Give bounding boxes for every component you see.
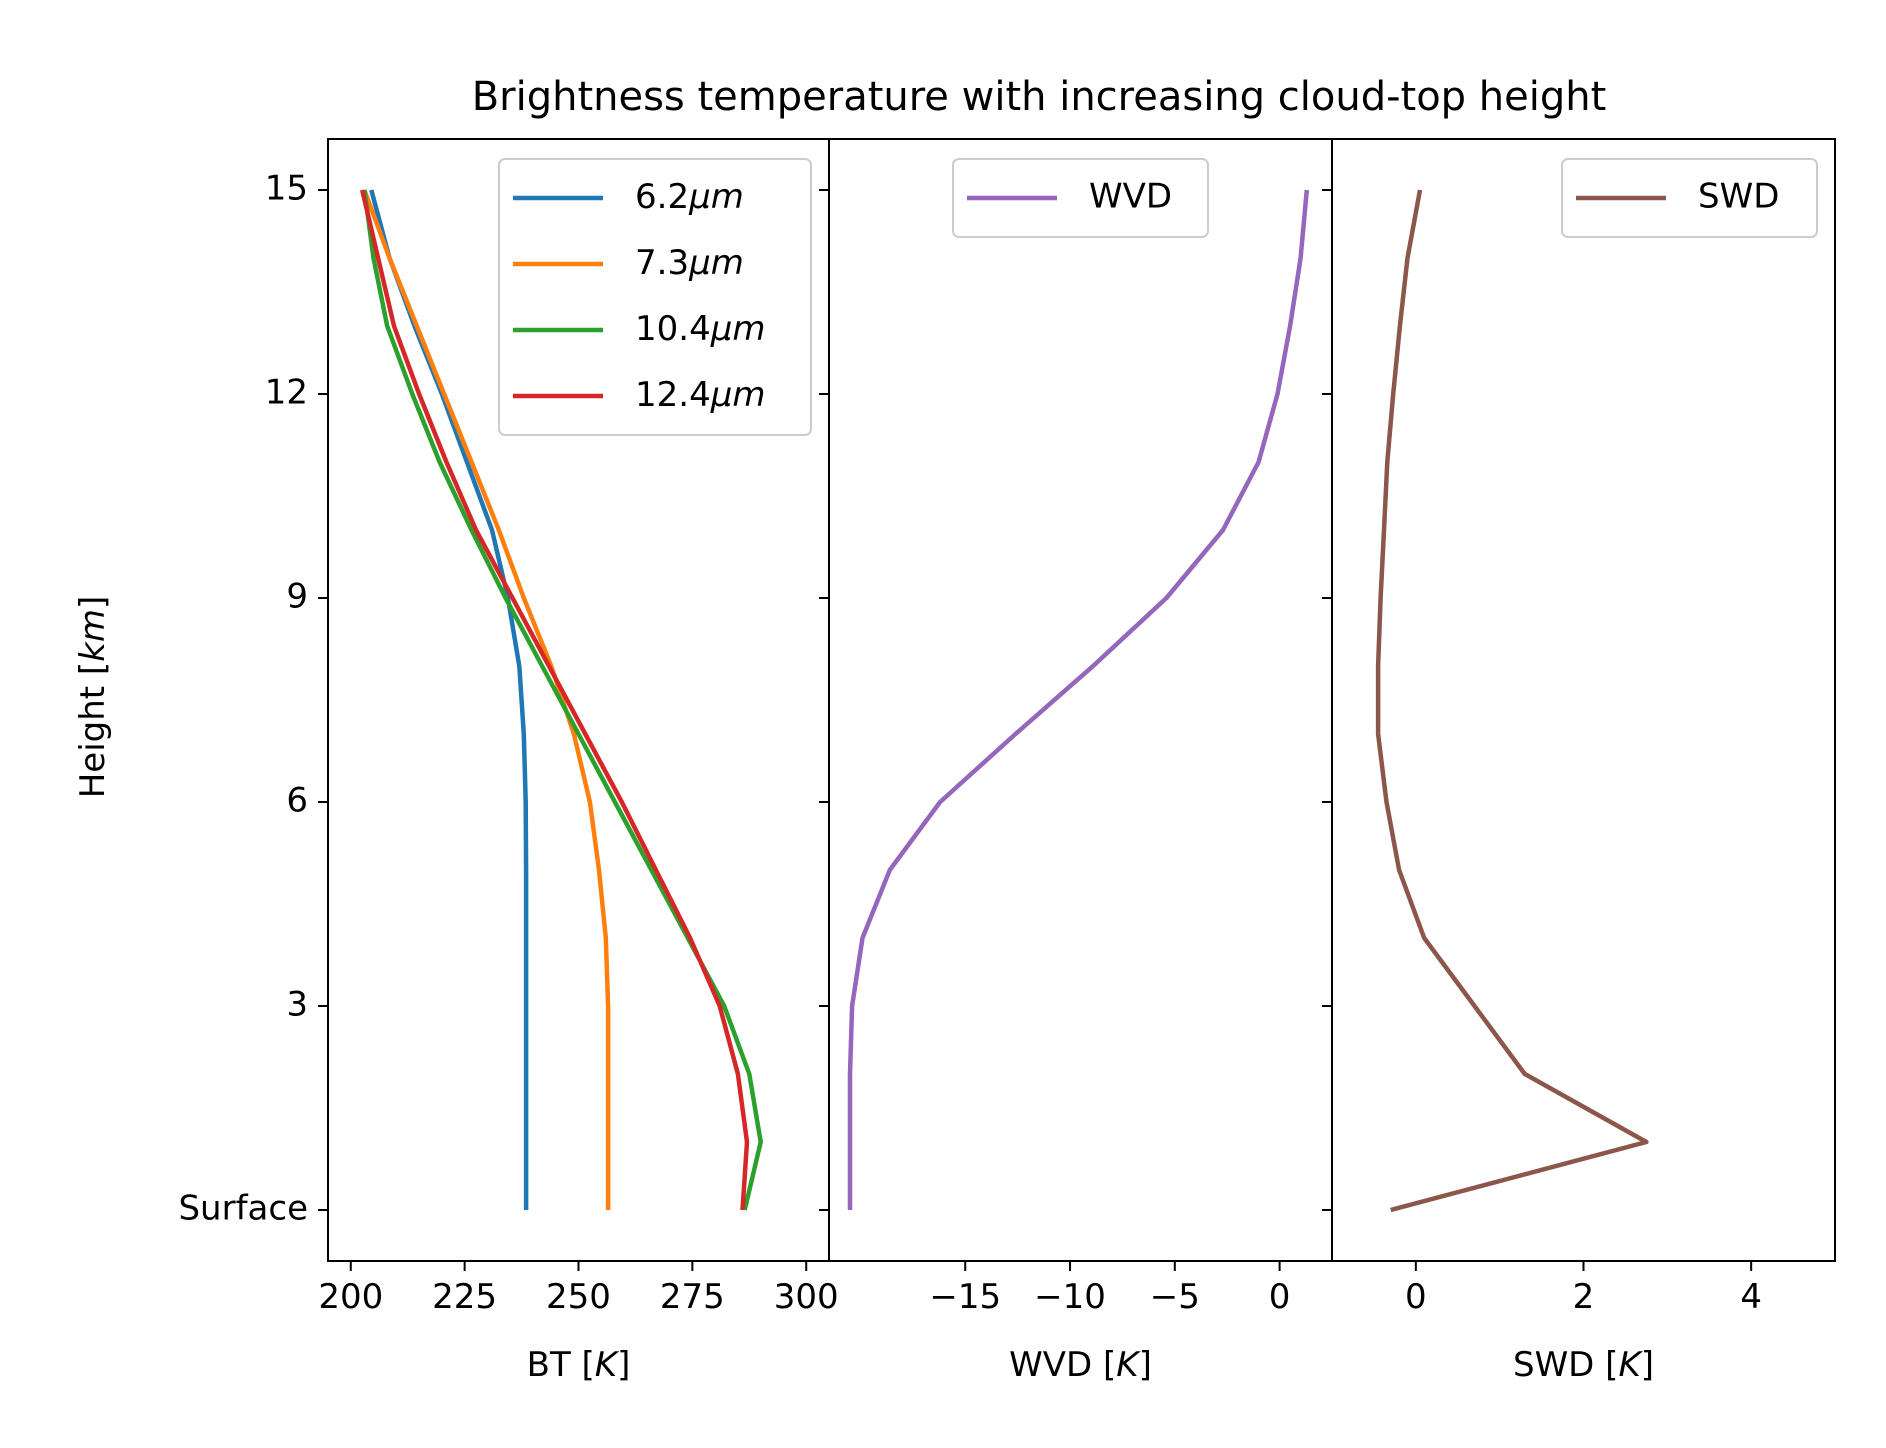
- x-tick-label: −5: [1150, 1277, 1200, 1317]
- x-tick-label: 275: [660, 1277, 725, 1317]
- panel-3: 0 2 4 SWD [K] SWD: [1322, 138, 1836, 1385]
- x-tick-label: −15: [929, 1277, 1001, 1317]
- x-tick-label: 250: [546, 1277, 611, 1317]
- legend-label: WVD: [1089, 177, 1172, 217]
- y-tick-label: 9: [286, 577, 308, 617]
- x-tick-label: 0: [1269, 1277, 1291, 1317]
- y-tick-label: 12: [265, 373, 308, 413]
- x-axis-label: WVD [K]: [1009, 1345, 1152, 1385]
- x-axis-label: BT [K]: [527, 1345, 631, 1385]
- y-tick-label: 15: [265, 169, 308, 209]
- x-tick-label: 300: [774, 1277, 839, 1317]
- legend-label: 12.4μm: [635, 375, 765, 415]
- panel-1: Surface 3 6 9 12 15 200 225 250 275 300 BT [K] 6.2μm…: [178, 138, 839, 1385]
- legend-box: [1561, 158, 1818, 238]
- legend-box: [952, 158, 1209, 238]
- legend-label: 7.3μm: [635, 243, 744, 283]
- y-tick-label: 3: [286, 985, 308, 1025]
- x-tick-label: 0: [1405, 1277, 1427, 1317]
- plot-frame: [1331, 138, 1836, 1262]
- legend: 6.2μm 7.3μm 10.4μm 12.4μm: [498, 158, 812, 436]
- x-tick-label: 200: [318, 1277, 383, 1317]
- panel-2: −15 −10 −5 0 WVD [K] WVD: [819, 138, 1333, 1385]
- legend-box: [498, 158, 812, 436]
- y-axis-label: Height [km]: [73, 596, 113, 799]
- series-line-3: [362, 189, 763, 1211]
- plot-frame: [828, 138, 1333, 1262]
- series-line-1: [847, 189, 1310, 1210]
- legend: WVD: [952, 158, 1209, 238]
- series-line-4: [360, 189, 750, 1211]
- x-tick-label: 4: [1740, 1277, 1762, 1317]
- x-tick-label: 2: [1573, 1277, 1595, 1317]
- legend-label: SWD: [1698, 177, 1779, 217]
- x-tick-label: 225: [432, 1277, 497, 1317]
- legend-label: 6.2μm: [635, 177, 744, 217]
- y-tick-label: 6: [286, 781, 308, 821]
- legend-label: 10.4μm: [635, 309, 765, 349]
- chart-title: Brightness temperature with increasing c…: [472, 74, 1607, 120]
- y-tick-label: Surface: [178, 1189, 308, 1229]
- legend: SWD: [1561, 158, 1818, 238]
- series-line-1: [1375, 189, 1649, 1213]
- x-tick-label: −10: [1034, 1277, 1106, 1317]
- x-axis-label: SWD [K]: [1513, 1345, 1654, 1385]
